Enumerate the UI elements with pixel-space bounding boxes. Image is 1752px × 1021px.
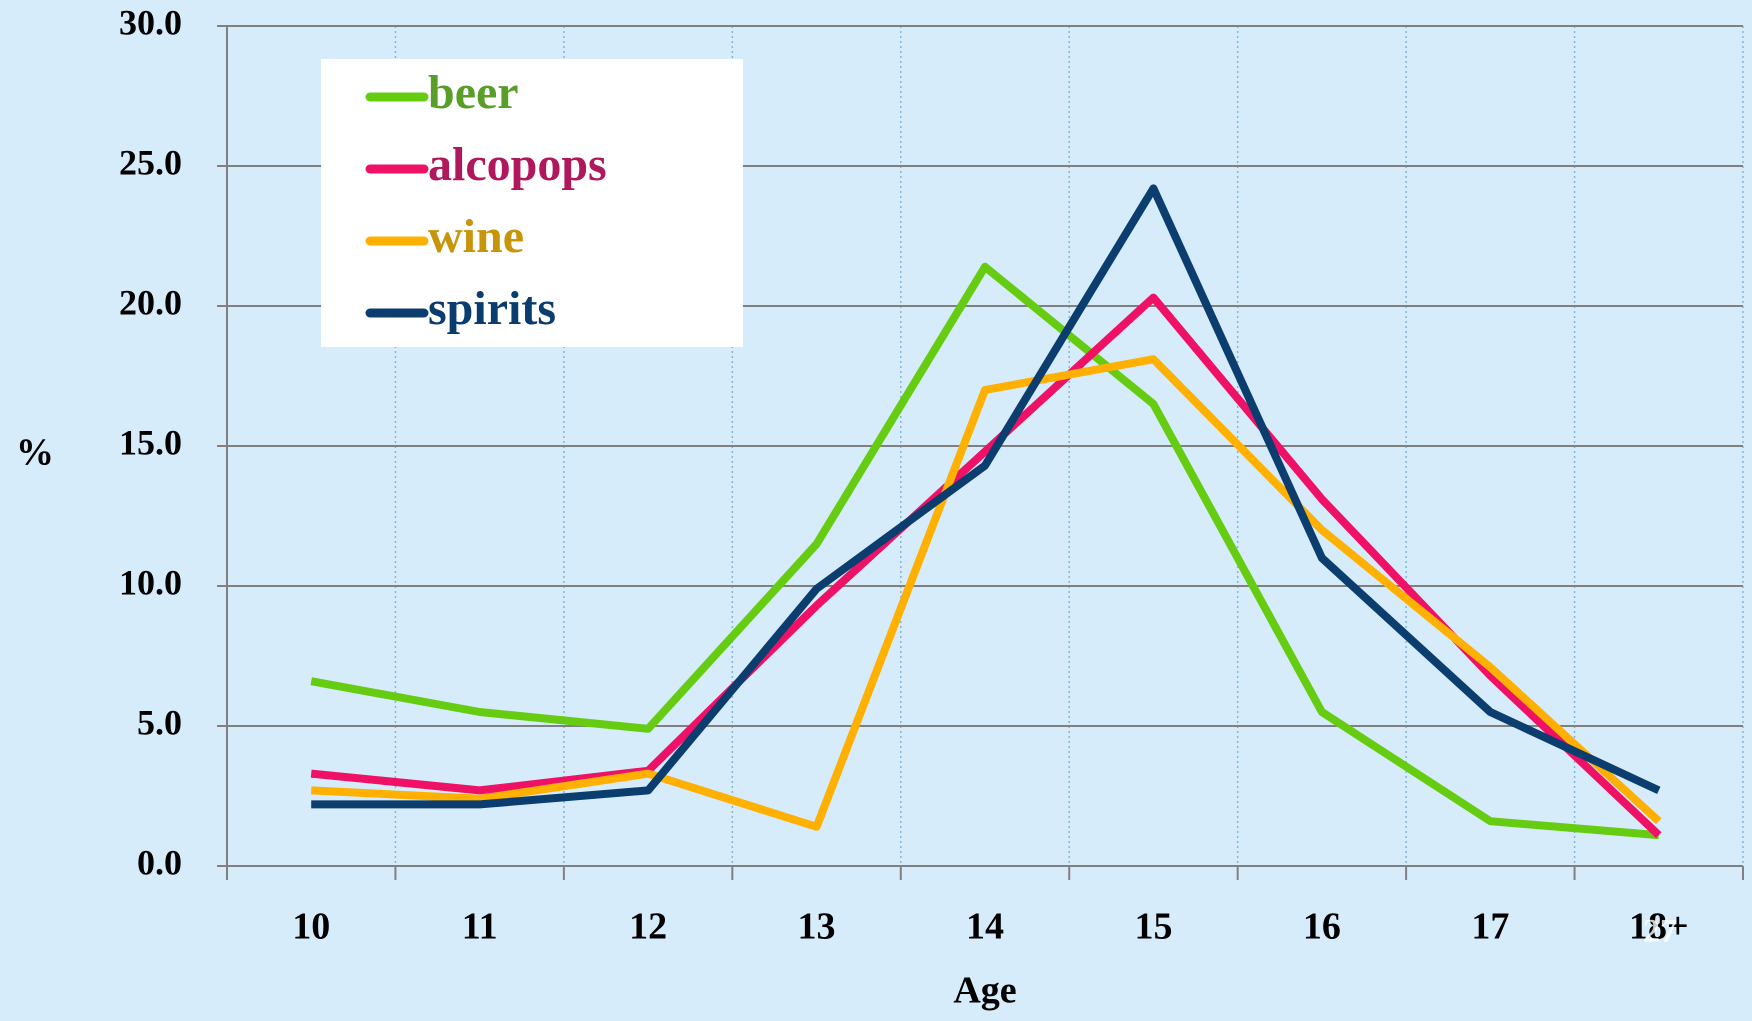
series-line bbox=[310, 293, 1662, 839]
x-tick-label: 10 bbox=[292, 906, 330, 948]
x-tick-label: 18+ bbox=[1629, 906, 1689, 948]
series-line bbox=[310, 262, 1660, 840]
legend-label: wine bbox=[428, 210, 524, 263]
y-tick-label: 30.0 bbox=[119, 2, 182, 42]
legend-label: beer bbox=[428, 66, 519, 119]
x-tick-label: 11 bbox=[462, 906, 498, 948]
x-tick-label: 17 bbox=[1471, 906, 1509, 948]
slide-number: 27 bbox=[1643, 913, 1677, 950]
y-tick-label: 15.0 bbox=[119, 422, 182, 462]
legend-label: spirits bbox=[428, 282, 556, 335]
x-tick-label: 13 bbox=[798, 906, 836, 948]
y-tick-label: 5.0 bbox=[137, 702, 182, 742]
y-axis-label: % bbox=[16, 432, 54, 474]
x-tick-label: 16 bbox=[1303, 906, 1341, 948]
x-tick-label: 12 bbox=[629, 906, 667, 948]
y-tick-label: 10.0 bbox=[119, 562, 182, 602]
x-tick-label: 14 bbox=[966, 906, 1004, 948]
y-tick-label: 0.0 bbox=[137, 842, 182, 882]
y-tick-label: 25.0 bbox=[119, 142, 182, 182]
series-line bbox=[311, 184, 1661, 809]
series-line bbox=[311, 355, 1662, 831]
y-tick-label: 20.0 bbox=[119, 282, 182, 322]
x-tick-label: 15 bbox=[1134, 906, 1172, 948]
legend-box bbox=[321, 59, 743, 347]
x-axis-label: Age bbox=[953, 970, 1016, 1012]
legend-label: alcopops bbox=[428, 138, 607, 191]
